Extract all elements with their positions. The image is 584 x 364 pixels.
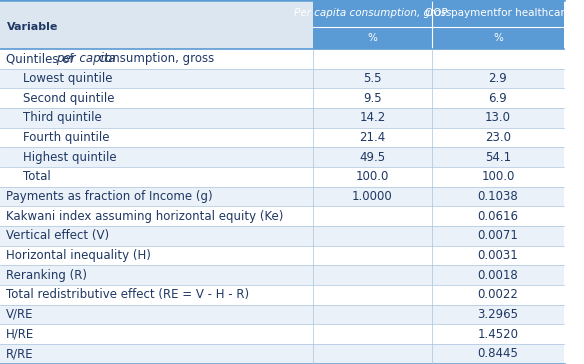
Text: Total: Total [23, 170, 50, 183]
FancyBboxPatch shape [0, 147, 564, 167]
Text: Fourth quintile: Fourth quintile [23, 131, 109, 144]
FancyBboxPatch shape [0, 0, 313, 49]
Text: 0.0071: 0.0071 [478, 229, 519, 242]
Text: Highest quintile: Highest quintile [23, 151, 116, 164]
FancyBboxPatch shape [0, 285, 564, 305]
Text: 21.4: 21.4 [359, 131, 385, 144]
Text: OOP paymentfor healthcare: OOP paymentfor healthcare [425, 8, 571, 18]
FancyBboxPatch shape [0, 344, 564, 364]
Text: 0.0018: 0.0018 [478, 269, 519, 282]
FancyBboxPatch shape [0, 167, 564, 187]
FancyBboxPatch shape [0, 305, 564, 324]
FancyBboxPatch shape [0, 265, 564, 285]
Text: 3.2965: 3.2965 [478, 308, 519, 321]
Text: 9.5: 9.5 [363, 92, 382, 105]
Text: 100.0: 100.0 [481, 170, 515, 183]
Text: Third quintile: Third quintile [23, 111, 101, 124]
Text: %: % [367, 33, 377, 43]
Text: per capita: per capita [57, 52, 116, 66]
FancyBboxPatch shape [0, 128, 564, 147]
Text: 14.2: 14.2 [359, 111, 385, 124]
Text: 0.0616: 0.0616 [478, 210, 519, 223]
Text: Total redistributive effect (RE = V - H - R): Total redistributive effect (RE = V - H … [6, 288, 249, 301]
Text: 0.0031: 0.0031 [478, 249, 519, 262]
Text: V/RE: V/RE [6, 308, 33, 321]
FancyBboxPatch shape [0, 49, 564, 69]
Text: 23.0: 23.0 [485, 131, 511, 144]
Text: Reranking (R): Reranking (R) [6, 269, 86, 282]
Text: Second quintile: Second quintile [23, 92, 114, 105]
FancyBboxPatch shape [0, 226, 564, 246]
Text: consumption, gross: consumption, gross [95, 52, 214, 66]
Text: 1.4520: 1.4520 [478, 328, 519, 341]
Text: 1.0000: 1.0000 [352, 190, 393, 203]
Text: 49.5: 49.5 [359, 151, 385, 164]
Text: 0.0022: 0.0022 [478, 288, 519, 301]
Text: 0.8445: 0.8445 [478, 347, 519, 360]
Text: H/RE: H/RE [6, 328, 34, 341]
FancyBboxPatch shape [0, 324, 564, 344]
Text: Kakwani index assuming horizontal equity (Ke): Kakwani index assuming horizontal equity… [6, 210, 283, 223]
Text: Lowest quintile: Lowest quintile [23, 72, 112, 85]
Text: Variable: Variable [7, 22, 58, 32]
Text: 0.1038: 0.1038 [478, 190, 519, 203]
FancyBboxPatch shape [0, 69, 564, 88]
Text: %: % [493, 33, 503, 43]
Text: 54.1: 54.1 [485, 151, 511, 164]
FancyBboxPatch shape [0, 206, 564, 226]
FancyBboxPatch shape [313, 0, 432, 49]
Text: R/RE: R/RE [6, 347, 33, 360]
FancyBboxPatch shape [0, 187, 564, 206]
Text: Vertical effect (V): Vertical effect (V) [6, 229, 109, 242]
Text: Horizontal inequality (H): Horizontal inequality (H) [6, 249, 151, 262]
FancyBboxPatch shape [0, 246, 564, 265]
Text: Per capita consumption, gross: Per capita consumption, gross [294, 8, 451, 18]
FancyBboxPatch shape [432, 0, 564, 49]
Text: 6.9: 6.9 [489, 92, 507, 105]
FancyBboxPatch shape [0, 108, 564, 128]
Text: Payments as fraction of Income (g): Payments as fraction of Income (g) [6, 190, 212, 203]
Text: 100.0: 100.0 [356, 170, 389, 183]
Text: 5.5: 5.5 [363, 72, 382, 85]
FancyBboxPatch shape [0, 88, 564, 108]
Text: Quintiles of: Quintiles of [6, 52, 77, 66]
Text: 13.0: 13.0 [485, 111, 511, 124]
Text: 2.9: 2.9 [489, 72, 507, 85]
